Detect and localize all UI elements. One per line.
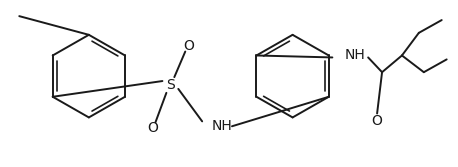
Text: O: O [147, 121, 158, 135]
Text: S: S [166, 78, 175, 92]
Text: NH: NH [344, 48, 365, 62]
Text: O: O [183, 39, 194, 53]
Text: O: O [371, 114, 382, 128]
Text: NH: NH [212, 119, 233, 133]
